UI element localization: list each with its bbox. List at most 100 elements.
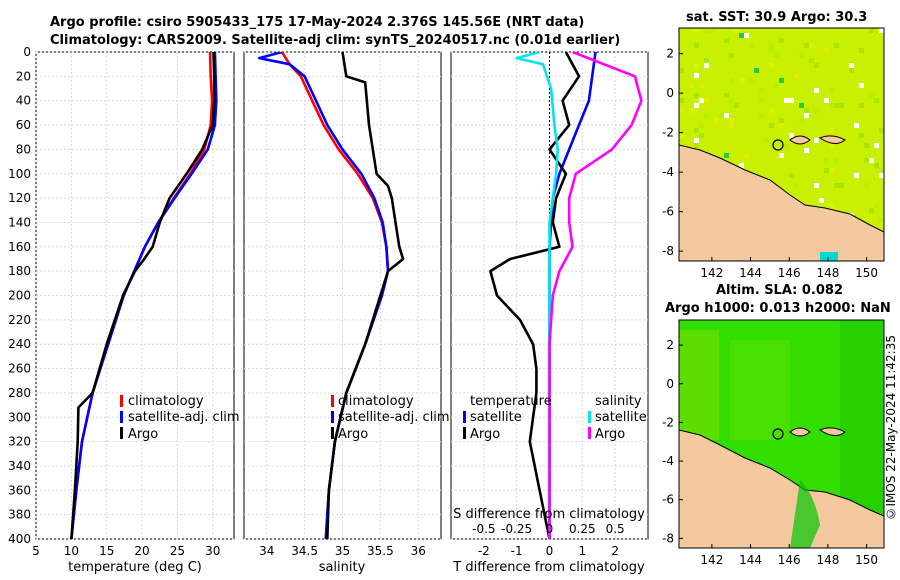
sst-cell: [779, 153, 784, 158]
x-tick-label: 15: [99, 544, 114, 558]
legend-satellite: satellite-adj. clim: [338, 410, 450, 425]
sst-cell: [679, 98, 684, 103]
depth-tick-label: 400: [8, 532, 31, 546]
legend-s-satellite: satellite: [595, 410, 647, 425]
lon-tick-label: 148: [816, 266, 839, 280]
sst-cell: [834, 103, 839, 108]
sst-cell: [879, 218, 884, 223]
sst-cell: [839, 103, 844, 108]
sst-cell: [879, 28, 884, 33]
lon-tick-label: 150: [855, 553, 878, 567]
x-tick-label: 2: [611, 544, 619, 558]
sst-cell: [854, 173, 859, 178]
sst-cell: [744, 33, 749, 38]
sst-cell: [829, 103, 834, 108]
sst-cell: [869, 93, 874, 98]
x-tick-label: -1: [511, 544, 523, 558]
sst-cell: [699, 133, 704, 138]
legend-s-argo: Argo: [595, 427, 625, 442]
sst-cell: [704, 58, 709, 63]
sst-cell: [804, 108, 809, 113]
legend-satellite: satellite-adj. clim: [128, 410, 240, 425]
sst-cell: [829, 88, 834, 93]
sst-cell: [839, 183, 844, 188]
sla-land: [679, 429, 884, 548]
legend-swatch-argo: [120, 427, 123, 439]
sst-cell: [804, 43, 809, 48]
sst-cell: [724, 153, 729, 158]
depth-tick-label: 60: [16, 118, 31, 132]
lat-tick-label: -8: [662, 531, 674, 545]
sst-cell: [764, 138, 769, 143]
temperature-panel: 5 10 15 20 25 30 0 20 40 60 80 100 120 140 160 180 200 2…: [8, 45, 240, 575]
sst-cell: [799, 118, 804, 123]
x-tick-label: -2: [478, 544, 490, 558]
sst-cell: [759, 88, 764, 93]
sst-cell: [734, 28, 739, 33]
sst-cell: [799, 53, 804, 58]
sst-cell: [694, 93, 699, 98]
temperature-legend: climatology satellite-adj. clim Argo: [120, 394, 240, 442]
series-line-argo: [70, 52, 216, 539]
sst-cell: [794, 73, 799, 78]
sst-data-cells: [679, 28, 884, 253]
depth-tick-label: 200: [8, 289, 31, 303]
sst-cell: [789, 173, 794, 178]
depth-tick-label: 120: [8, 191, 31, 205]
sst-cell: [694, 28, 699, 33]
series-line-argo: [326, 52, 405, 539]
temperature-ticks: 5 10 15 20 25 30: [32, 544, 220, 558]
x-tick-label: 25: [170, 544, 185, 558]
series-line-satellite-adj-clim: [70, 52, 218, 539]
sst-cell: [694, 143, 699, 148]
sst-argo-location-marker: [772, 139, 784, 151]
sst-cell: [874, 203, 879, 208]
sla-map-title: Altim. SLA: 0.082: [716, 283, 843, 298]
legend-swatch-s-argo: [588, 427, 591, 439]
sst-cell: [804, 113, 809, 118]
sst-cell: [779, 38, 784, 43]
lat-tick-label: 0: [666, 377, 674, 391]
sst-cell: [874, 143, 879, 148]
depth-tick-label: 320: [8, 435, 31, 449]
temperature-lines: [70, 52, 218, 539]
depth-ticks: 0 20 40 60 80 100 120 140 160 180 200 220 240 260 280 3…: [8, 45, 31, 546]
lat-tick-label: -6: [662, 205, 674, 219]
sst-cell: [694, 43, 699, 48]
legend-swatch-s-satellite: [588, 411, 591, 423]
depth-tick-label: 240: [8, 337, 31, 351]
header-line1: Argo profile: csiro 5905433_175 17-May-2…: [50, 15, 585, 30]
s-difference-label: S difference from climatology: [453, 507, 645, 522]
lon-tick-label: 142: [700, 553, 723, 567]
sst-cell: [849, 63, 854, 68]
sla-map-ticks: 142 144 146 148 150 2 0 -2 -4 -6 -8: [662, 338, 878, 567]
sst-cell: [719, 113, 724, 118]
sst-cell: [724, 113, 729, 118]
sst-cell: [854, 123, 859, 128]
sst-cell: [814, 138, 819, 143]
temperature-grid: [35, 51, 234, 540]
sst-cell: [834, 158, 839, 163]
sst-cell: [699, 83, 704, 88]
salinity-grid: [244, 51, 441, 540]
x-tick-label: 35.5: [367, 544, 394, 558]
sst-cell: [814, 63, 819, 68]
sla-map-subtitle: Argo h1000: 0.013 h2000: NaN: [665, 301, 891, 316]
sst-cell: [739, 78, 744, 83]
sst-cell: [789, 98, 794, 103]
sst-cell: [829, 128, 834, 133]
sst-cell: [679, 108, 684, 113]
sst-cell: [779, 123, 784, 128]
legend-climatology: climatology: [338, 394, 414, 409]
legend-swatch-satellite: [331, 411, 334, 423]
salinity-xlabel: salinity: [319, 560, 366, 575]
depth-tick-label: 280: [8, 386, 31, 400]
legend-argo: Argo: [128, 427, 158, 442]
sst-cell: [704, 63, 709, 68]
sst-cell: [869, 28, 874, 33]
t-difference-label: T difference from climatology: [452, 560, 645, 575]
series-line-temperature-argo: [489, 52, 581, 539]
lon-tick-label: 150: [855, 266, 878, 280]
depth-tick-label: 80: [16, 142, 31, 156]
sst-cell: [809, 43, 814, 48]
